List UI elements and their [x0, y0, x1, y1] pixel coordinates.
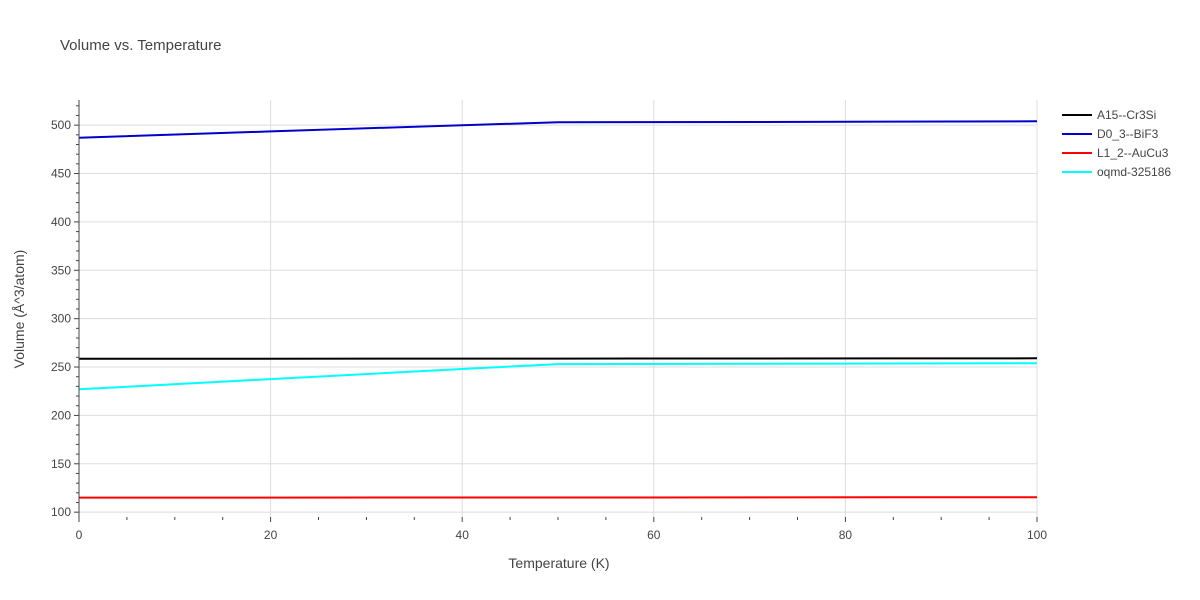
y-tick-labels: 100 150 200 250 300 350 400 450 500	[51, 118, 71, 519]
x-tick-label: 40	[456, 528, 470, 542]
y-tick-label: 150	[51, 457, 71, 471]
y-tick-label: 500	[51, 118, 71, 132]
y-tick-label: 200	[51, 408, 71, 422]
y-tick-label: 100	[51, 505, 71, 519]
legend-entry: L1_2--AuCu3	[1097, 146, 1169, 160]
legend-entry: A15--Cr3Si	[1097, 108, 1156, 122]
x-tick-labels: 0 20 40 60 80 100	[76, 528, 1048, 542]
y-tick-label: 350	[51, 263, 71, 277]
chart-title: Volume vs. Temperature	[60, 37, 221, 54]
x-tick-label: 80	[839, 528, 853, 542]
x-axis-label: Temperature (K)	[508, 555, 609, 571]
legend-entry: oqmd-325186	[1097, 165, 1171, 179]
x-tick-label: 0	[76, 528, 83, 542]
y-tick-label: 450	[51, 167, 71, 181]
y-axis-label: Volume (Å^3/atom)	[11, 250, 27, 369]
x-tick-label: 100	[1027, 528, 1047, 542]
y-tick-label: 250	[51, 360, 71, 374]
series-group	[78, 120, 1038, 499]
x-tick-label: 20	[264, 528, 278, 542]
series-line-oqmd-325186	[78, 362, 1038, 391]
minor-ticks	[74, 105, 1038, 522]
grid	[79, 100, 1038, 517]
y-tick-label: 300	[51, 312, 71, 326]
series-line-D0_3--BiF3	[78, 120, 1038, 139]
x-tick-label: 60	[647, 528, 661, 542]
y-tick-label: 400	[51, 215, 71, 229]
legend: A15--Cr3Si D0_3--BiF3 L1_2--AuCu3 oqmd-3251…	[1062, 108, 1171, 179]
legend-entry: D0_3--BiF3	[1097, 127, 1159, 141]
series-line-A15--Cr3Si	[78, 357, 1038, 360]
